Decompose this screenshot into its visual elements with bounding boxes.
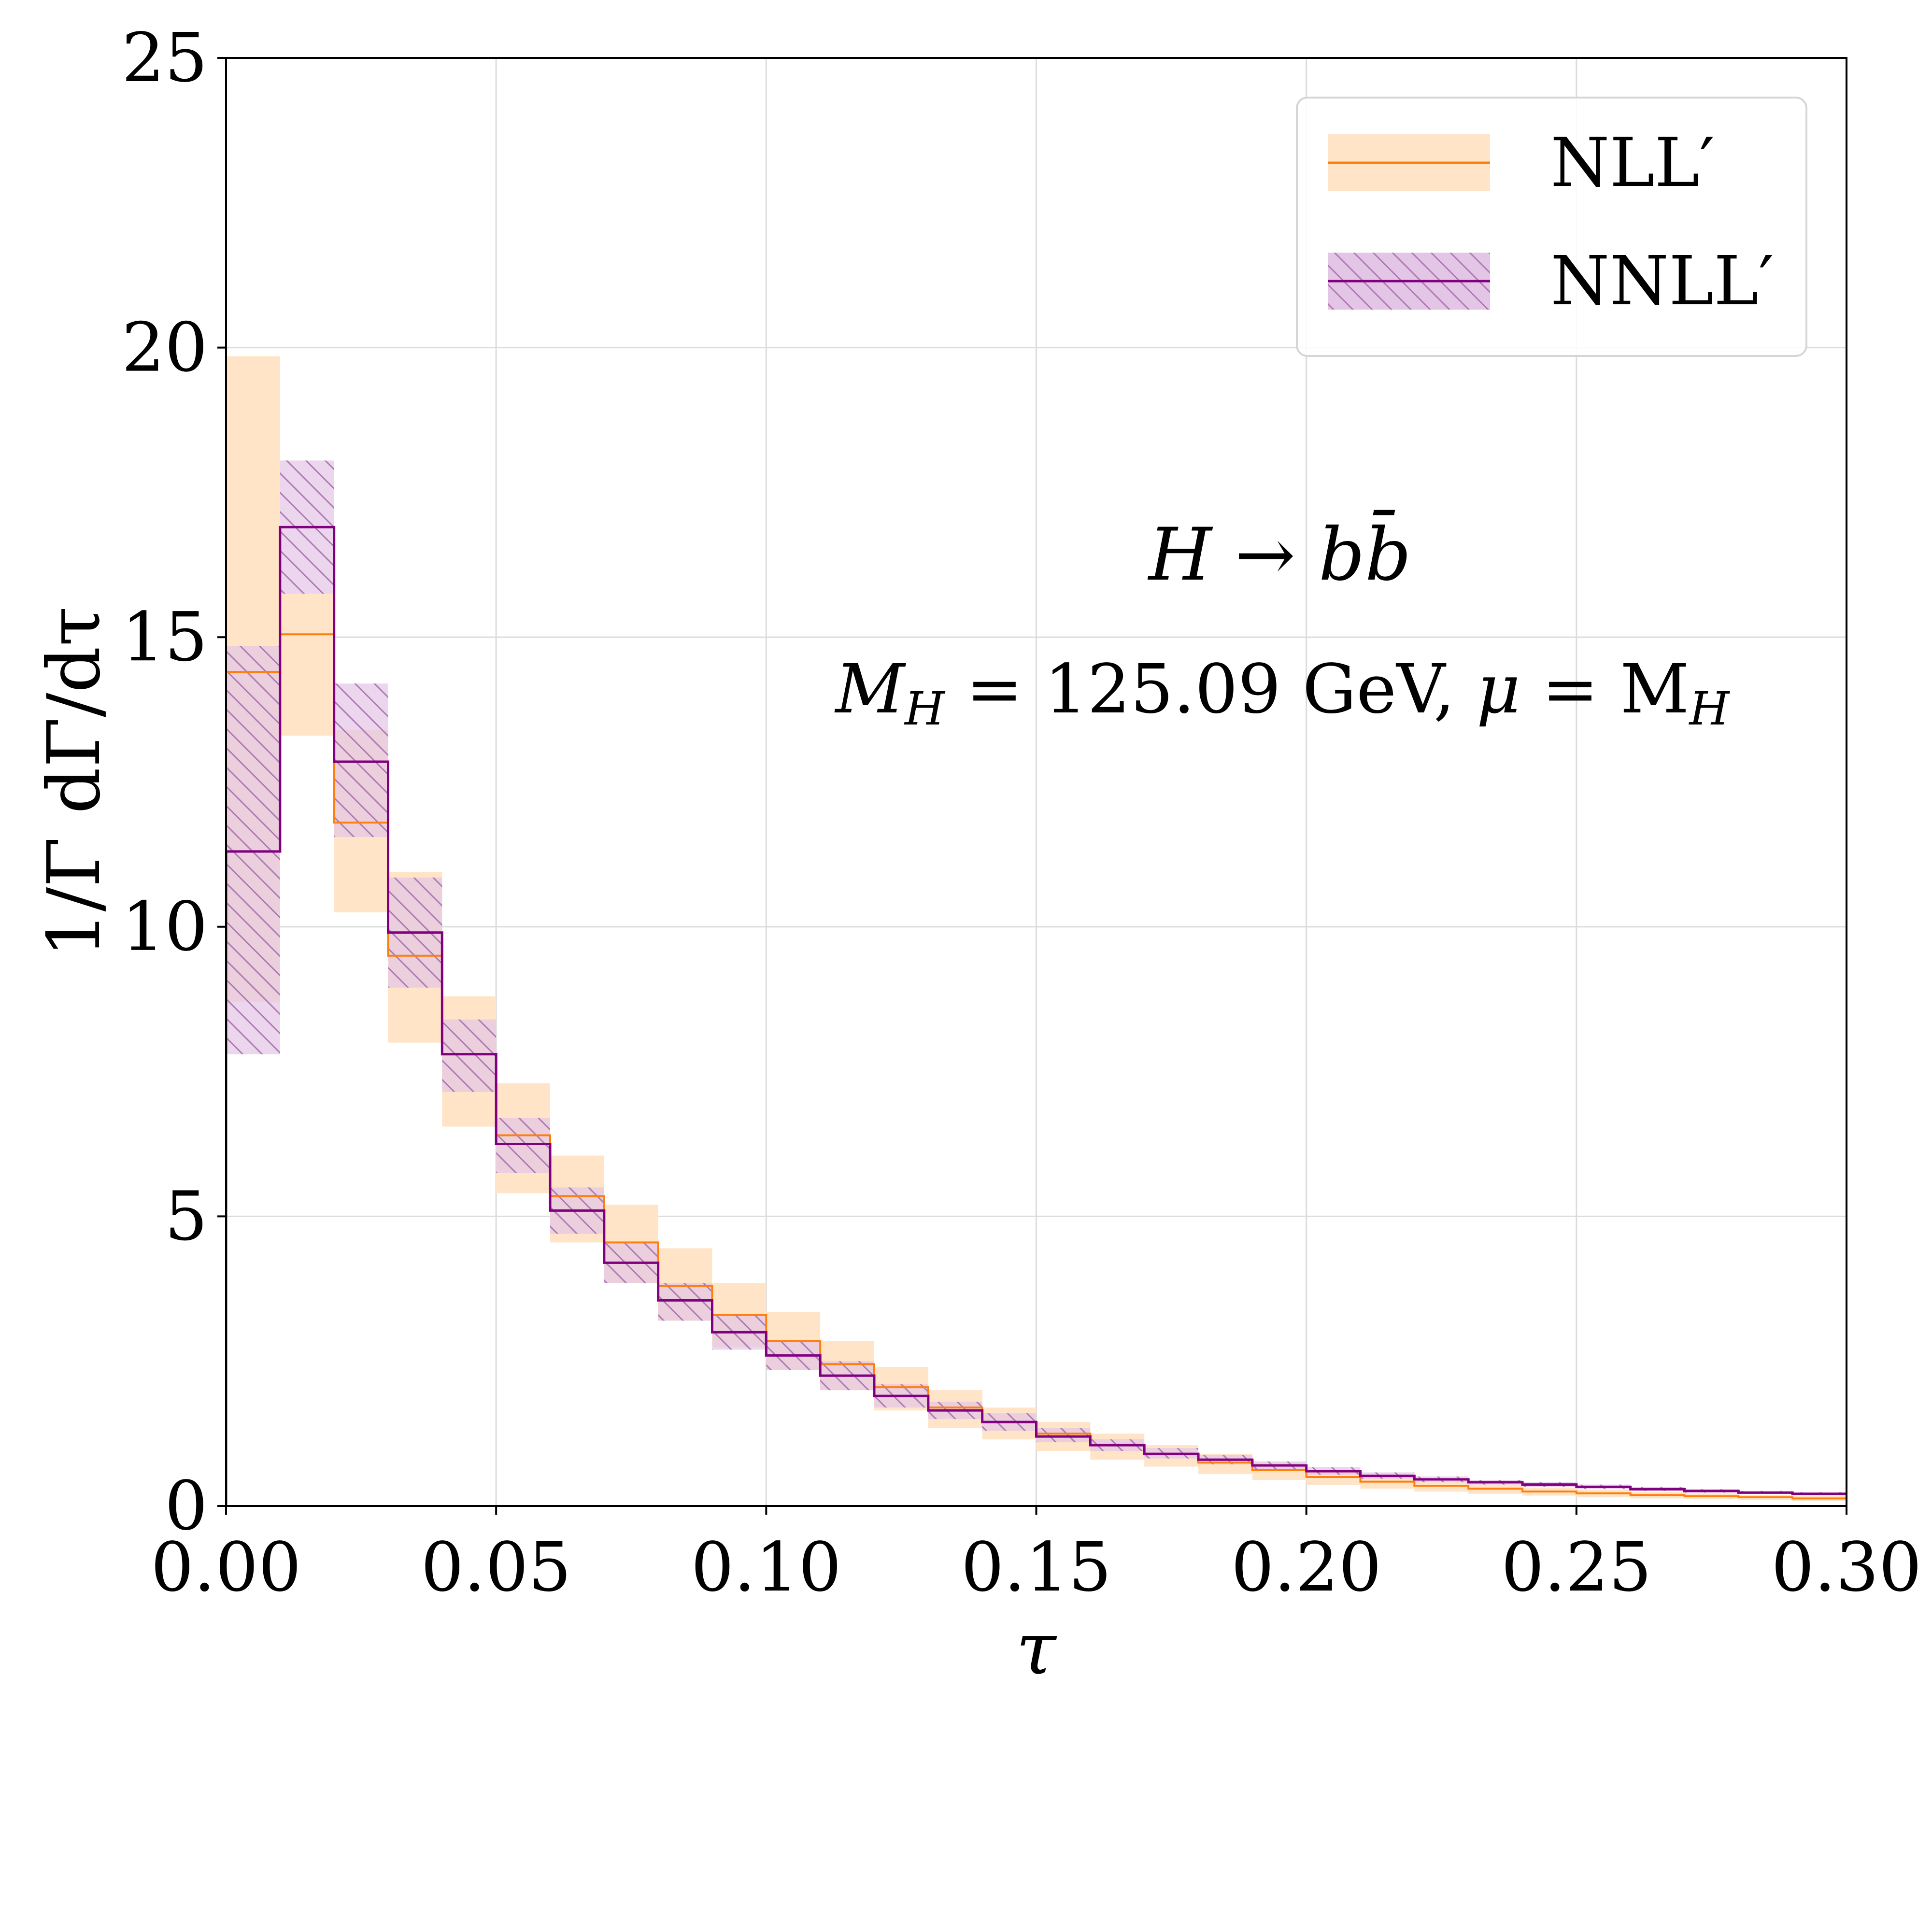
mh-value: = 125.09 GeV, — [945, 650, 1477, 729]
parameters-annotation: MH = 125.09 GeV, μ = MH — [834, 650, 1731, 736]
nnll-band-hatch — [1036, 1428, 1091, 1443]
y-tick-label: 25 — [122, 19, 208, 98]
mu-symbol: μ — [1477, 650, 1520, 729]
x-tick-label: 0.25 — [1501, 1528, 1652, 1607]
mu-equals: = M — [1520, 650, 1690, 729]
y-axis-label: 1/Γ dΓ/dτ — [32, 606, 116, 957]
y-tick-label: 5 — [165, 1177, 208, 1256]
mh2-subscript: H — [1689, 682, 1731, 736]
nnll-band-hatch — [442, 1019, 497, 1092]
y-tick-label: 0 — [165, 1467, 208, 1546]
x-axis-ticks: 0.00 0.05 0.10 0.15 0.20 0.25 0.30 — [151, 1506, 1922, 1607]
x-tick-label: 0.05 — [421, 1528, 571, 1607]
nnll-central-line — [226, 526, 1847, 1506]
process-annotation: H → bb̄ — [1147, 510, 1411, 597]
y-tick-label: 20 — [122, 309, 208, 387]
central-lines — [226, 526, 1847, 1506]
x-tick-label: 0.30 — [1771, 1528, 1922, 1607]
x-tick-label: 0.15 — [961, 1528, 1112, 1607]
nnll-band-hatch — [226, 646, 280, 1054]
x-tick-label: 0.10 — [691, 1528, 841, 1607]
x-axis-label: τ — [1016, 1607, 1057, 1691]
nnll-band-hatch — [496, 1118, 550, 1173]
nnll-band-hatch — [334, 683, 388, 837]
y-tick-label: 15 — [122, 598, 208, 677]
y-axis-ticks: 0 5 10 15 20 25 — [122, 19, 226, 1546]
x-tick-label: 0.20 — [1231, 1528, 1382, 1607]
nll-band-bin — [280, 594, 334, 736]
legend-nll-label: NLL′ — [1550, 124, 1715, 202]
x-tick-label: 0.00 — [151, 1528, 301, 1607]
legend: NLL′ NNLL′ — [1296, 97, 1807, 357]
mh-symbol: M — [834, 650, 907, 729]
nnll-band-hatch — [658, 1283, 712, 1321]
legend-nnll-label: NNLL′ — [1550, 242, 1774, 321]
mh-subscript: H — [904, 682, 946, 736]
y-tick-label: 10 — [122, 888, 208, 966]
